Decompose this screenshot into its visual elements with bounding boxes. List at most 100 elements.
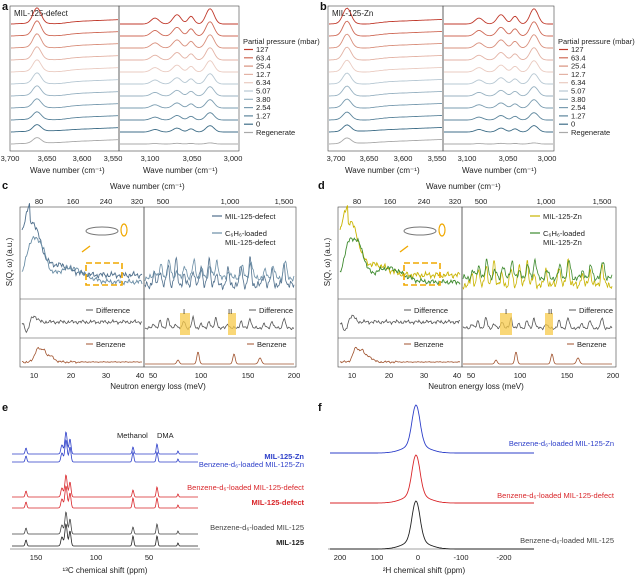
ir-curve-right bbox=[444, 21, 553, 37]
nmr-2h-spectrum bbox=[330, 454, 534, 504]
e-label-0: Benzene-d₆-loaded MIL-125-Zn bbox=[199, 460, 304, 469]
legend-entry: 127 bbox=[256, 45, 269, 54]
arrow-icon bbox=[81, 245, 91, 253]
ir-curve-right bbox=[444, 86, 553, 97]
molecule-icon bbox=[403, 226, 437, 236]
d-top-tick: 1,000 bbox=[537, 197, 556, 206]
ins-dashed-box bbox=[403, 262, 441, 286]
c-legend-2a: C₆H₆-loaded bbox=[225, 229, 267, 238]
ir-curve-right bbox=[120, 99, 238, 109]
b-tick: 3,700 bbox=[327, 154, 346, 163]
c-legend-1: MIL-125-defect bbox=[225, 212, 276, 221]
ir-curve-left bbox=[10, 59, 118, 73]
c-top-tick: 320 bbox=[131, 197, 144, 206]
legend-entry: 5.07 bbox=[571, 87, 586, 96]
panel-b-curves bbox=[328, 7, 553, 145]
ir-curve-right bbox=[444, 47, 553, 61]
ir-curve-right bbox=[120, 86, 238, 97]
d-ylabel: S(Q, ω) (a.u.) bbox=[323, 237, 332, 286]
ins-series-1-right bbox=[144, 256, 295, 291]
panel-b-frame-left bbox=[327, 5, 444, 152]
panel-a-letter: a bbox=[2, 1, 9, 13]
panel-c-letter: c bbox=[2, 180, 8, 192]
ir-curve-right bbox=[120, 125, 238, 133]
ir-curve-left bbox=[10, 20, 118, 37]
ir-curve-right bbox=[444, 73, 553, 85]
c-region-I-label: I bbox=[183, 307, 185, 316]
nmr-13c-spectrum bbox=[12, 523, 198, 547]
ir-curve-right bbox=[120, 73, 238, 85]
f-tick: 100 bbox=[371, 553, 384, 562]
ins-difference-left bbox=[339, 314, 461, 331]
panel-c-frame-right bbox=[143, 206, 297, 368]
legend-entry: 63.4 bbox=[256, 53, 271, 62]
e-tick: 150 bbox=[30, 553, 43, 562]
c-diff-label-right: Difference bbox=[259, 306, 293, 315]
legend-entry: 0 bbox=[571, 120, 575, 129]
rotation-arrow-icon bbox=[120, 223, 128, 237]
ir-curve-right bbox=[444, 60, 553, 73]
panel-d-letter: d bbox=[318, 180, 325, 192]
c-region-II-label: II bbox=[228, 307, 232, 316]
legend-entry: 0 bbox=[256, 120, 260, 129]
c-bottom-tick: 200 bbox=[288, 371, 301, 380]
f-tick: 200 bbox=[334, 553, 347, 562]
ir-curve-right bbox=[444, 34, 553, 49]
legend-entry: 1.27 bbox=[256, 111, 271, 120]
ins-difference-right bbox=[144, 314, 295, 331]
a-xlabel-right: Wave number (cm⁻¹) bbox=[143, 166, 218, 175]
panel-f-letter: f bbox=[318, 402, 322, 414]
a-tick: 3,700 bbox=[1, 154, 20, 163]
ins-series-2-left bbox=[21, 235, 143, 286]
ir-curve-left bbox=[10, 85, 118, 97]
b-tick: 3,550 bbox=[428, 154, 447, 163]
a-tick: 3,600 bbox=[73, 154, 92, 163]
f-tick: -200 bbox=[496, 553, 511, 562]
e-label-1: MIL-125-Zn bbox=[264, 452, 304, 461]
ir-curve-left bbox=[10, 72, 118, 85]
d-bottom-tick: 200 bbox=[607, 371, 620, 380]
b-tick: 3,600 bbox=[394, 154, 413, 163]
panel-b-frame-right bbox=[442, 5, 555, 152]
c-diff-label-left: Difference bbox=[96, 306, 130, 315]
a-tick: 3,100 bbox=[141, 154, 160, 163]
panel-a: MIL-125-defect 3,700 3,650 3,600 3,550 3… bbox=[1, 5, 242, 175]
e-tick: 50 bbox=[145, 553, 153, 562]
d-top-tick: 160 bbox=[384, 197, 397, 206]
panel-a-curves bbox=[10, 7, 238, 145]
c-top-tick: 1,500 bbox=[275, 197, 294, 206]
panel-d: Wave number (cm⁻¹) 80 160 240 320 500 1,… bbox=[323, 182, 619, 391]
ir-curve-right bbox=[444, 125, 553, 133]
d-diff-label-right: Difference bbox=[579, 306, 613, 315]
c-top-label: Wave number (cm⁻¹) bbox=[110, 182, 185, 191]
a-tick: 3,550 bbox=[104, 154, 123, 163]
ins-benzene-left bbox=[21, 346, 142, 364]
e-annotation-methanol: Methanol bbox=[117, 431, 148, 440]
c-top-tick: 240 bbox=[100, 197, 113, 206]
a-tick: 3,650 bbox=[38, 154, 57, 163]
ins-highlight-region-2 bbox=[228, 313, 236, 335]
c-top-tick: 80 bbox=[35, 197, 43, 206]
ins-highlight-region-1 bbox=[500, 313, 512, 335]
ir-curve-right bbox=[120, 112, 238, 121]
legend-entry: 25.4 bbox=[571, 62, 586, 71]
d-diff-label-left: Difference bbox=[414, 306, 448, 315]
d-bottom-tick: 50 bbox=[467, 371, 475, 380]
d-region-II-label: II bbox=[548, 307, 552, 316]
legend-entry: Regenerate bbox=[571, 128, 610, 137]
panel-a-frame-right bbox=[118, 5, 240, 152]
d-benz-label-left: Benzene bbox=[414, 340, 444, 349]
ir-curve-right bbox=[444, 8, 553, 25]
nmr-13c-spectrum bbox=[12, 485, 198, 509]
molecule-icon bbox=[85, 226, 119, 236]
d-region-I-label: I bbox=[505, 307, 507, 316]
ins-series-2-right bbox=[144, 257, 295, 282]
e-label-3: MIL-125-defect bbox=[251, 498, 304, 507]
a-tick: 3,050 bbox=[183, 154, 202, 163]
b-xlabel-right: Wave number (cm⁻¹) bbox=[462, 166, 537, 175]
ins-benzene-right bbox=[145, 351, 294, 365]
ir-curve-left bbox=[10, 7, 118, 25]
c-bottom-tick: 10 bbox=[30, 371, 38, 380]
ins-benzene-right bbox=[463, 351, 612, 365]
a-xlabel-left: Wave number (cm⁻¹) bbox=[30, 166, 105, 175]
